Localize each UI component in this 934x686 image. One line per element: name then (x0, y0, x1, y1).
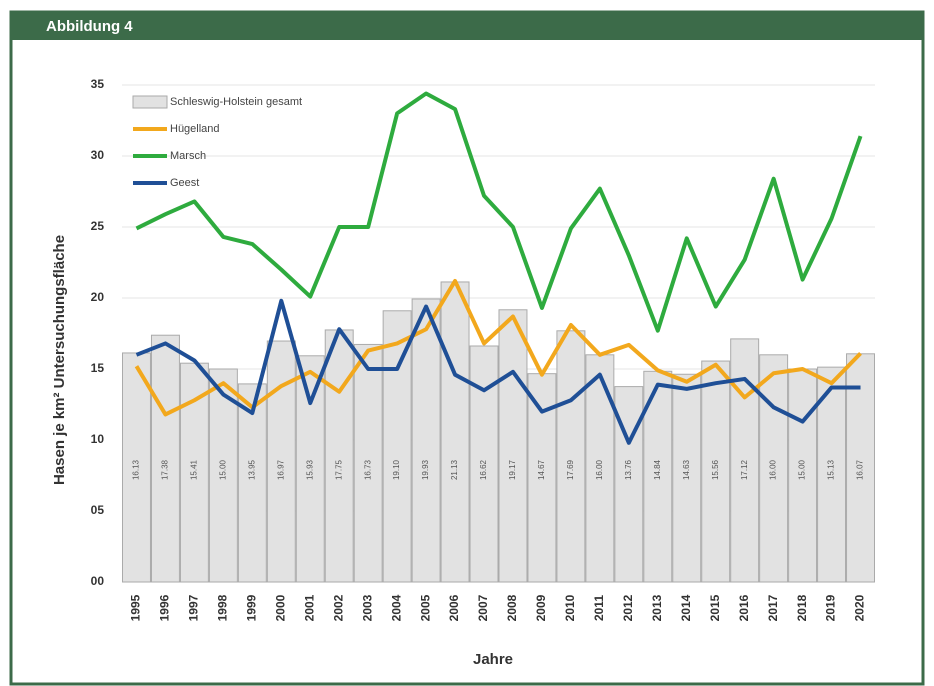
bar-value-label: 16.97 (276, 459, 285, 480)
bar-value-label: 17.75 (334, 459, 343, 480)
y-tick-label: 25 (91, 219, 105, 233)
bar-value-label: 15.93 (305, 459, 314, 480)
legend-label: Marsch (170, 150, 206, 162)
x-tick-label: 2013 (650, 594, 664, 621)
x-axis-label: Jahre (473, 651, 513, 668)
legend-swatch (132, 95, 168, 109)
x-tick-label: 2009 (534, 594, 548, 621)
y-tick-label: 30 (91, 148, 105, 162)
x-tick-label: 2015 (708, 594, 722, 621)
x-tick-label: 1999 (244, 594, 258, 621)
bar (817, 366, 847, 583)
x-tick-label: 2000 (273, 594, 287, 621)
bar (440, 281, 470, 583)
bar-value-label: 15.56 (711, 459, 720, 480)
bar-value-label: 13.76 (624, 459, 633, 480)
x-tick-label: 2018 (795, 594, 809, 621)
x-tick-label: 2020 (853, 594, 867, 621)
bar (295, 355, 325, 583)
x-tick-label: 2008 (505, 594, 519, 621)
bar (353, 343, 383, 583)
x-tick-label: 2002 (331, 594, 345, 621)
x-tick-label: 2007 (476, 594, 490, 621)
x-tick-label: 2001 (302, 594, 316, 621)
x-tick-label: 2019 (824, 594, 838, 621)
y-tick-label: 20 (91, 290, 105, 304)
line-series (135, 91, 863, 333)
bar-value-label: 15.00 (218, 459, 227, 480)
line-series (135, 298, 861, 445)
bar (208, 368, 238, 583)
y-tick-label: 35 (91, 77, 105, 91)
bar-value-label: 16.62 (479, 459, 488, 480)
bar-value-label: 17.38 (161, 459, 170, 480)
bar-value-label: 16.13 (132, 459, 141, 480)
x-tick-label: 1998 (216, 594, 230, 621)
legend-label: Hügelland (170, 123, 220, 135)
bar-value-label: 19.93 (421, 459, 430, 480)
x-tick-label: 2004 (389, 594, 403, 621)
header-bar (11, 12, 923, 40)
bar (122, 352, 151, 583)
x-tick-label: 2006 (447, 594, 461, 621)
line-series (134, 278, 862, 417)
x-tick-label: 1997 (187, 594, 201, 621)
bar (759, 354, 789, 583)
bar (498, 309, 528, 583)
y-axis-label: Hasen je km² Untersuchungsfläche (51, 235, 68, 485)
x-tick-label: 2011 (592, 595, 606, 621)
y-tick-label: 05 (91, 503, 105, 517)
bar-value-label: 14.84 (653, 459, 662, 480)
bar-value-label: 16.00 (595, 459, 604, 480)
bar (237, 383, 267, 583)
bar (701, 360, 731, 583)
bar-value-label: 15.00 (798, 459, 807, 480)
y-tick-label: 10 (91, 432, 105, 446)
bar (556, 330, 586, 583)
x-tick-label: 2017 (766, 594, 780, 621)
bar (150, 334, 180, 583)
bar-value-label: 15.13 (827, 459, 836, 480)
x-tick-label: 1996 (158, 594, 172, 621)
bar-value-label: 16.00 (769, 459, 778, 480)
bar-value-label: 15.41 (190, 459, 199, 480)
bar (324, 329, 354, 583)
bar-value-label: 17.69 (566, 459, 575, 480)
bar-value-label: 16.73 (363, 459, 372, 480)
x-tick-label: 2012 (621, 594, 635, 621)
legend-label: Geest (170, 177, 199, 189)
bar (411, 298, 441, 583)
bar-value-label: 19.17 (508, 459, 517, 480)
x-tick-label: 2005 (418, 594, 432, 621)
header-title: Abbildung 4 (46, 18, 133, 35)
bar-value-label: 19.10 (392, 459, 401, 480)
bar-value-label: 17.12 (740, 459, 749, 480)
bar-value-label: 14.67 (537, 459, 546, 480)
bar (788, 368, 818, 583)
bar-value-label: 16.07 (856, 459, 865, 480)
x-tick-label: 2014 (679, 594, 693, 621)
x-tick-label: 2010 (563, 594, 577, 621)
bar-value-label: 14.63 (682, 459, 691, 480)
x-tick-label: 2003 (360, 594, 374, 621)
y-tick-label: 00 (91, 574, 105, 588)
bar (672, 373, 702, 583)
legend-label: Schleswig-Holstein gesamt (170, 96, 302, 108)
x-tick-label: 2016 (737, 594, 751, 621)
bar (846, 353, 875, 583)
bar (382, 310, 412, 583)
x-tick-label: 1995 (129, 594, 143, 621)
bar-value-label: 13.95 (247, 459, 256, 480)
y-tick-label: 15 (91, 361, 105, 375)
bar-value-label: 21.13 (450, 459, 459, 480)
